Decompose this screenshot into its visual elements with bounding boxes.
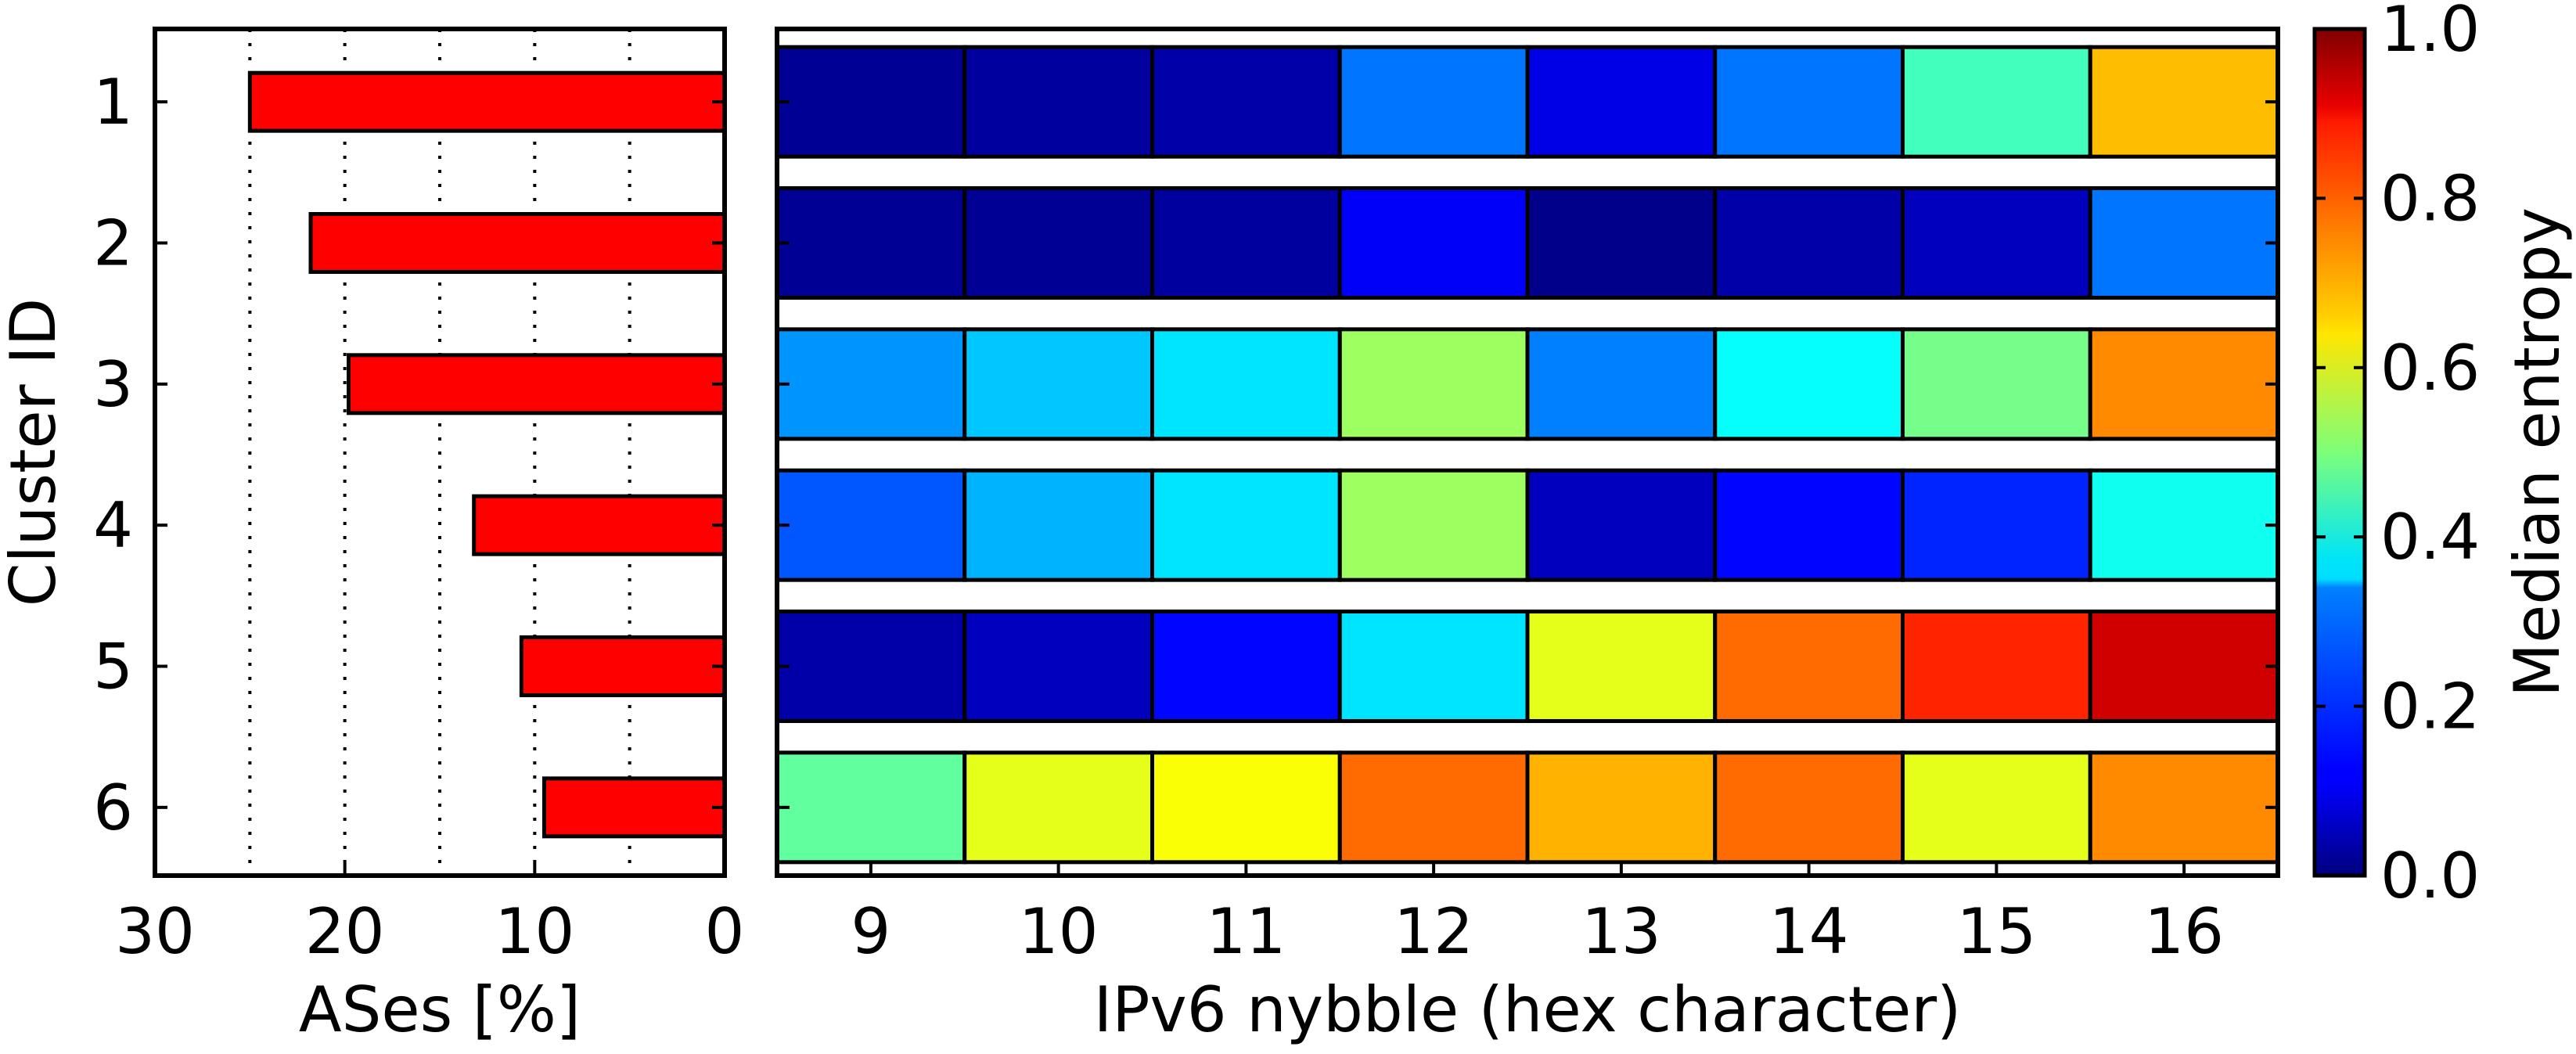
heatmap-cell xyxy=(1337,186,1530,300)
nybble-tick-label: 12 xyxy=(1394,895,1473,968)
heatmap-cell xyxy=(1337,327,1530,441)
heatmap-cell xyxy=(775,186,967,300)
cluster-id-label: 4 xyxy=(93,489,133,562)
colorbar-tick-label: 0.8 xyxy=(2380,162,2480,235)
nybble-tick-label: 10 xyxy=(1019,895,1099,968)
entropy-heatmap: 9 10 11 12 13 14 15 16 IPv6 nybble (hex charact… xyxy=(775,27,2280,1046)
heatmap-cell xyxy=(1150,327,1342,441)
heatmap-y-ticks xyxy=(777,100,2278,809)
colorbar-tick-label: 1.0 xyxy=(2380,0,2480,66)
heatmap-cell xyxy=(1150,186,1342,300)
bar-chart-grid xyxy=(248,29,631,876)
heatmap-cell xyxy=(962,45,1154,159)
heatmap-cell xyxy=(1525,327,1718,441)
heatmap-cell xyxy=(962,610,1154,723)
bar-cluster-5 xyxy=(519,635,727,697)
bar-y-ticks: 1 2 3 4 5 6 xyxy=(93,66,725,844)
heatmap-cell xyxy=(2088,750,2280,865)
heatmap-cell xyxy=(2088,186,2280,300)
colorbar-tick-label: 0.0 xyxy=(2380,840,2480,912)
bar-cluster-1 xyxy=(247,70,727,133)
bar-x-axis-label: ASes [%] xyxy=(299,973,581,1046)
ases-bar-chart: 30 20 10 0 1 2 3 4 5 6 ASes [%] Cluster ID xyxy=(0,27,744,1046)
nybble-tick-label: 14 xyxy=(1769,895,1849,968)
heatmap-cell xyxy=(1901,186,2092,300)
heatmap-cell xyxy=(1901,750,2092,865)
heatmap-cell xyxy=(1901,468,2092,582)
heatmap-cell xyxy=(1150,468,1342,582)
colorbar-tick-label: 0.4 xyxy=(2380,501,2480,574)
heatmap-cell xyxy=(1150,610,1342,723)
heatmap-cell xyxy=(2088,45,2280,159)
bar-cluster-6 xyxy=(541,776,727,839)
bar-x-tick-label: 20 xyxy=(305,895,385,968)
bar-chart-frame xyxy=(153,27,727,878)
heatmap-cell xyxy=(1713,468,1905,582)
heatmap-cell xyxy=(1713,186,1905,300)
heatmap-cell xyxy=(775,327,967,441)
heatmap-cell xyxy=(1525,468,1718,582)
heatmap-x-ticks: 9 10 11 12 13 14 15 16 xyxy=(851,863,2224,968)
heatmap-cell xyxy=(1150,45,1342,159)
colorbar-label: Median entropy xyxy=(2501,207,2574,697)
heatmap-cell xyxy=(962,327,1154,441)
cluster-id-label: 3 xyxy=(93,348,133,421)
heatmap-frame xyxy=(775,27,2280,878)
bar-series xyxy=(247,70,727,839)
bar-x-tick-label: 10 xyxy=(495,895,574,968)
heatmap-cell xyxy=(2088,327,2280,441)
colorbar-tick-label: 0.6 xyxy=(2380,332,2480,405)
heatmap-cell xyxy=(1713,750,1905,865)
cluster-id-label: 6 xyxy=(93,772,133,844)
heatmap-cell xyxy=(775,45,967,159)
bar-x-tick-label: 0 xyxy=(705,895,745,968)
bar-x-tick-label: 30 xyxy=(115,895,195,968)
heatmap-cells xyxy=(775,45,2280,865)
nybble-tick-label: 11 xyxy=(1206,895,1286,968)
heatmap-cell xyxy=(1901,45,2092,159)
heatmap-cell xyxy=(1713,327,1905,441)
nybble-tick-label: 13 xyxy=(1581,895,1661,968)
heatmap-x-axis-label: IPv6 nybble (hex character) xyxy=(1094,973,1962,1046)
bar-cluster-3 xyxy=(347,353,727,415)
cluster-id-label: 5 xyxy=(93,631,133,703)
heatmap-cell xyxy=(1525,610,1718,723)
colorbar-tick-label: 0.2 xyxy=(2380,671,2480,743)
heatmap-cell xyxy=(962,468,1154,582)
heatmap-cell xyxy=(1337,45,1530,159)
heatmap-cell xyxy=(775,610,967,723)
heatmap-cell xyxy=(1337,468,1530,582)
heatmap-cell xyxy=(962,186,1154,300)
heatmap-cell xyxy=(1525,750,1718,865)
nybble-tick-label: 9 xyxy=(851,895,890,968)
cluster-id-label: 2 xyxy=(93,207,133,280)
heatmap-cell xyxy=(1525,186,1718,300)
heatmap-cell xyxy=(1901,610,2092,723)
heatmap-cell xyxy=(1901,327,2092,441)
y-axis-label: Cluster ID xyxy=(0,298,70,607)
nybble-tick-label: 16 xyxy=(2144,895,2224,968)
heatmap-cell xyxy=(1713,45,1905,159)
heatmap-cell xyxy=(1337,610,1530,723)
heatmap-cell xyxy=(775,750,967,865)
colorbar-gradient xyxy=(2312,27,2367,878)
heatmap-cell xyxy=(2088,468,2280,582)
bar-x-ticks: 30 20 10 0 xyxy=(115,863,744,968)
heatmap-cell xyxy=(1150,750,1342,865)
bar-cluster-2 xyxy=(308,212,727,274)
heatmap-cell xyxy=(2088,610,2280,723)
heatmap-cell xyxy=(775,468,967,582)
heatmap-cell xyxy=(1525,45,1718,159)
bar-cluster-4 xyxy=(472,494,727,556)
heatmap-cell xyxy=(962,750,1154,865)
heatmap-cell xyxy=(1337,750,1530,865)
nybble-tick-label: 15 xyxy=(1956,895,2036,968)
heatmap-cell xyxy=(1713,610,1905,723)
colorbar: 0.0 0.2 0.4 0.6 0.8 1.0 Median entropy xyxy=(2312,0,2574,912)
cluster-id-label: 1 xyxy=(93,66,133,138)
colorbar-ticks: 0.0 0.2 0.4 0.6 0.8 1.0 xyxy=(2315,0,2480,912)
